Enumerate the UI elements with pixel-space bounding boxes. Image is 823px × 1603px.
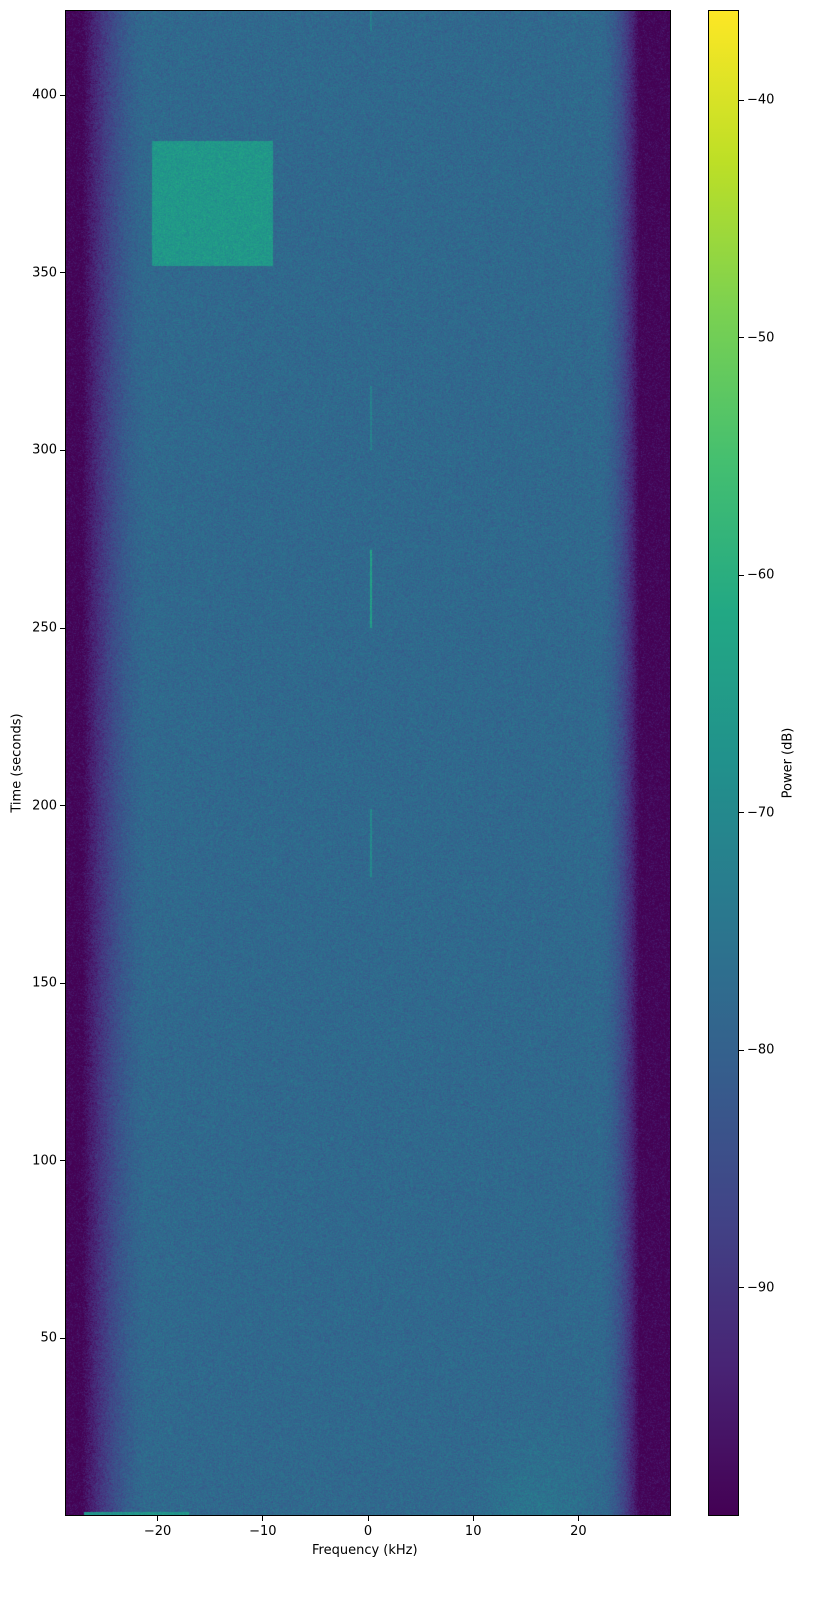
y-tick-label: 400	[32, 87, 57, 103]
y-tick-mark	[60, 449, 65, 451]
y-tick-label: 300	[32, 442, 57, 458]
y-tick-mark	[60, 94, 65, 96]
y-tick-mark	[60, 1160, 65, 1162]
y-tick-label: 100	[32, 1153, 57, 1169]
x-tick-mark	[367, 1516, 369, 1521]
colorbar-tick-mark	[739, 337, 744, 339]
colorbar-tick-mark	[739, 812, 744, 814]
x-tick-label: 0	[363, 1524, 373, 1539]
y-tick-label: 350	[32, 265, 57, 281]
y-tick-mark	[60, 272, 65, 274]
x-axis-label: Frequency (kHz)	[312, 1543, 418, 1558]
y-tick-mark	[60, 805, 65, 807]
x-tick-mark	[262, 1516, 264, 1521]
x-tick-mark	[157, 1516, 159, 1521]
y-tick-mark	[60, 982, 65, 984]
x-tick-label: 10	[464, 1524, 482, 1539]
x-tick-label: −10	[249, 1524, 277, 1539]
y-axis-label: Time (seconds)	[9, 713, 25, 813]
x-tick-label: 20	[570, 1524, 587, 1539]
y-tick-label: 250	[32, 620, 57, 636]
y-tick-label: 50	[40, 1330, 57, 1346]
x-tick-mark	[472, 1516, 474, 1521]
colorbar-tick-label: −80	[747, 1042, 775, 1058]
y-tick-label: 150	[32, 975, 57, 991]
colorbar-tick-mark	[739, 99, 744, 101]
y-tick-mark	[60, 627, 65, 629]
colorbar	[708, 10, 739, 1516]
y-tick-mark	[60, 1337, 65, 1339]
colorbar-tick-label: −60	[747, 567, 775, 583]
colorbar-tick-label: −40	[747, 92, 775, 108]
colorbar-tick-mark	[739, 1287, 744, 1289]
spectrogram-plot-area	[65, 10, 671, 1516]
spectrogram-image	[65, 10, 671, 1516]
colorbar-tick-label: −90	[747, 1280, 775, 1296]
x-tick-mark	[577, 1516, 579, 1521]
x-tick-label: −20	[143, 1524, 172, 1539]
colorbar-tick-label: −50	[747, 330, 775, 346]
colorbar-tick-mark	[739, 574, 744, 576]
colorbar-label: Power (dB)	[780, 727, 796, 799]
colorbar-tick-label: −70	[747, 805, 775, 821]
y-tick-label: 200	[32, 798, 57, 814]
colorbar-tick-mark	[739, 1049, 744, 1051]
